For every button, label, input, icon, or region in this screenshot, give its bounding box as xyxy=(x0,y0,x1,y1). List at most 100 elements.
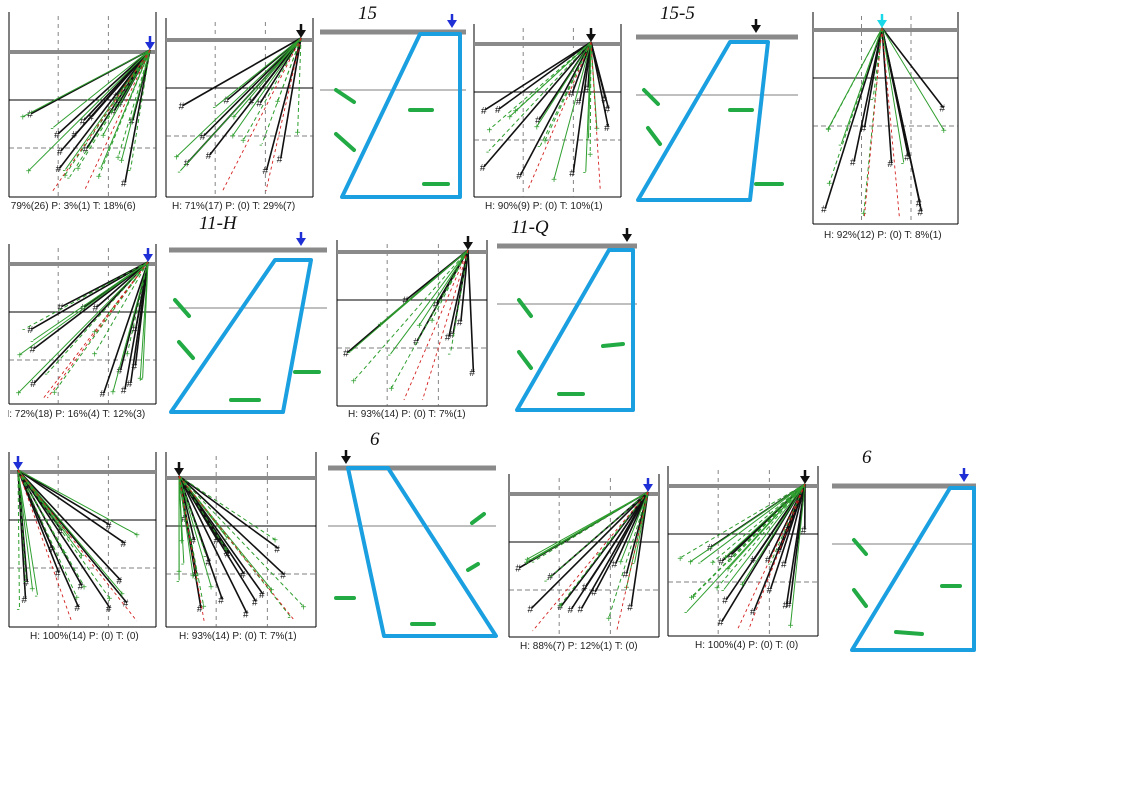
green-mark: - xyxy=(16,605,19,616)
ray-line xyxy=(17,469,60,574)
ray-mark: # xyxy=(74,603,80,614)
green-ray xyxy=(17,469,85,587)
green-ray xyxy=(390,249,469,389)
green-ray xyxy=(17,469,20,609)
green-ray xyxy=(559,491,649,606)
red-ray xyxy=(83,49,151,192)
green-ray xyxy=(19,261,149,355)
green-mark: - xyxy=(34,591,37,602)
ray-mark: # xyxy=(612,560,618,571)
ray-mark: # xyxy=(765,555,771,566)
ray-line xyxy=(33,261,149,384)
chart-caption: H: 100%(14) P: (0) T: (0) xyxy=(30,631,139,642)
diagram-title: 15 xyxy=(358,3,377,24)
green-mark: + xyxy=(825,124,831,135)
red-ray xyxy=(52,49,151,192)
ray-line xyxy=(265,37,302,171)
ray-line xyxy=(280,37,302,159)
green-ray xyxy=(690,483,806,562)
green-ray xyxy=(17,469,33,589)
green-mark: + xyxy=(230,131,236,142)
ray-mark: # xyxy=(750,555,756,566)
green-mark: + xyxy=(301,602,307,613)
ray-line xyxy=(17,469,111,609)
green-mark: + xyxy=(524,555,530,566)
diagram-5 xyxy=(328,450,498,638)
green-ray xyxy=(725,483,806,558)
ray-mark: # xyxy=(591,588,597,599)
green-mark: + xyxy=(81,582,87,593)
direction-arrow-icon xyxy=(296,232,306,246)
ray-line xyxy=(124,261,149,390)
green-mark: + xyxy=(507,113,513,124)
green-mark: + xyxy=(16,389,22,400)
green-ray xyxy=(17,469,38,595)
ray-line xyxy=(484,41,592,111)
green-mark: + xyxy=(606,614,612,625)
ray-line xyxy=(483,41,592,168)
ray-mark: # xyxy=(100,389,106,400)
ray-line xyxy=(178,475,245,575)
chart-10: ###############-++-++-++-++-++ xyxy=(667,466,819,637)
ray-mark: # xyxy=(106,604,112,615)
green-ray xyxy=(723,483,806,590)
green-ray xyxy=(589,41,592,154)
direction-arrow-icon xyxy=(643,478,653,492)
ray-line xyxy=(594,491,649,593)
green-ray xyxy=(17,469,138,536)
red-ray xyxy=(590,41,601,192)
green-mark: - xyxy=(203,551,206,562)
trapezoid-outline xyxy=(636,40,770,202)
red-ray xyxy=(422,249,469,401)
green-ray xyxy=(488,41,592,152)
green-mark: + xyxy=(416,321,422,332)
green-mark: - xyxy=(176,576,179,587)
ray-line xyxy=(448,249,469,337)
chart-4: ######## -++-++-+ xyxy=(812,12,959,225)
chart-caption: H: 93%(14) P: (0) T: 7%(1) xyxy=(179,631,297,642)
ray-mark: # xyxy=(252,597,258,608)
green-mark: - xyxy=(684,608,687,619)
ray-mark: # xyxy=(445,333,451,344)
ray-mark: # xyxy=(280,571,286,582)
green-mark: + xyxy=(429,316,435,327)
ray-mark: # xyxy=(888,159,894,170)
green-mark: + xyxy=(826,179,832,190)
direction-arrow-icon xyxy=(174,462,184,476)
ray-line xyxy=(182,37,302,107)
ray-mark: # xyxy=(939,104,945,115)
green-mark: + xyxy=(557,601,563,612)
ray-mark: # xyxy=(131,361,137,372)
green-ray xyxy=(741,483,806,585)
ray-line xyxy=(498,41,592,110)
green-ray xyxy=(489,41,592,130)
chart-8: ###############-++-++-++-++-++ xyxy=(165,452,317,628)
green-ray xyxy=(827,27,883,130)
ray-mark: # xyxy=(718,557,724,568)
ray-mark: # xyxy=(433,299,439,310)
diagram-title: 6 xyxy=(862,447,872,468)
ray-mark: # xyxy=(535,116,541,127)
zone-mark xyxy=(852,588,868,608)
green-mark: - xyxy=(98,163,101,174)
trapezoid-outline xyxy=(515,248,635,412)
green-mark: + xyxy=(377,320,383,331)
ray-line xyxy=(881,27,923,212)
zone-mark xyxy=(334,132,356,152)
green-mark: + xyxy=(941,126,947,137)
green-mark: + xyxy=(739,580,745,591)
green-mark: + xyxy=(688,558,694,569)
ray-line xyxy=(31,261,149,330)
ray-mark: # xyxy=(27,110,33,121)
green-ray xyxy=(17,469,123,594)
green-ray xyxy=(716,483,806,589)
ray-line xyxy=(203,37,302,137)
red-ray xyxy=(532,491,649,632)
ray-mark: # xyxy=(718,618,724,629)
ray-line xyxy=(530,491,649,609)
ray-mark: # xyxy=(58,303,64,314)
diagram-panel-6: 6 xyxy=(830,444,980,656)
ray-line xyxy=(460,249,469,322)
trapezoid-outline xyxy=(340,32,462,199)
ray-line xyxy=(102,261,149,394)
